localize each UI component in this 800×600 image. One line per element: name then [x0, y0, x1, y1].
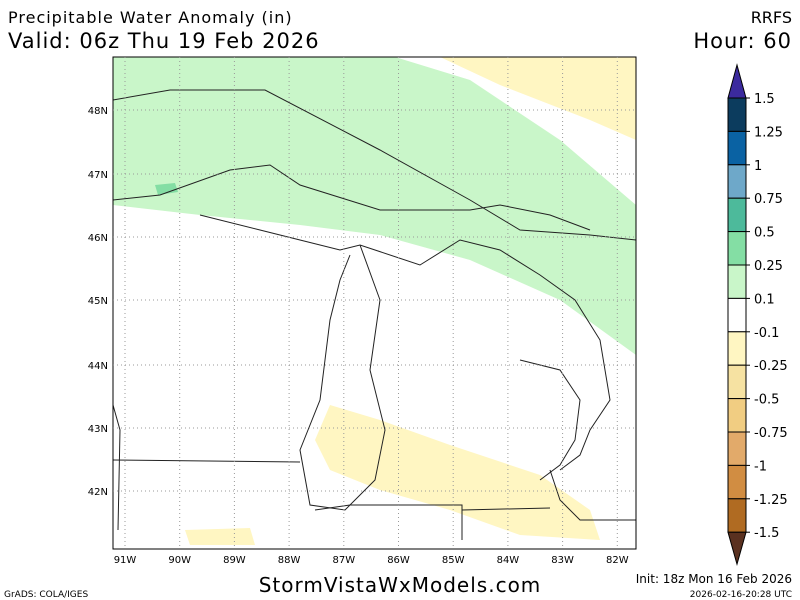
colorbar-segment [727, 464, 747, 500]
colorbar-label: 0.1 [754, 292, 775, 307]
anomaly-green-dark [155, 183, 178, 195]
coastline [199, 214, 611, 471]
colorbar-label: -1.5 [754, 526, 779, 541]
title: Precipitable Water Anomaly (in) [8, 8, 293, 27]
colorbar-segment [727, 498, 747, 533]
lon-label: 83W [551, 555, 574, 566]
colorbar-segment [727, 164, 747, 199]
colorbar-label: -0.75 [754, 426, 788, 441]
map-frame [112, 56, 637, 550]
lat-label: 45N [88, 296, 108, 307]
anomaly-green [113, 57, 636, 355]
coastline [299, 244, 386, 511]
colorbar-segment [727, 364, 747, 400]
colorbar-label: 1 [754, 159, 762, 174]
colorbar-triangle [727, 531, 747, 567]
lon-label: 85W [442, 555, 465, 566]
colorbar-segment [727, 97, 747, 132]
lon-label: 82W [606, 555, 629, 566]
colorbar-label: -0.1 [754, 326, 779, 341]
colorbar-label: 0.25 [754, 259, 783, 274]
colorbar-segment [727, 331, 747, 366]
coastline [519, 359, 581, 481]
colorbar-segment [727, 231, 747, 266]
timestamp: 2026-02-16-20:28 UTC [690, 590, 792, 600]
anomaly-yellow [440, 57, 636, 140]
colorbar-segment [727, 431, 747, 466]
colorbar-label: 0.75 [754, 192, 783, 207]
lon-label: 91W [114, 555, 137, 566]
credit: GrADS: COLA/IGES [4, 590, 88, 600]
model: RRFS [751, 8, 792, 27]
anomaly-yellow [315, 405, 600, 540]
lon-label: 88W [278, 555, 301, 566]
colorbar-label: 1.25 [754, 125, 783, 140]
lon-label: 87W [332, 555, 355, 566]
lon-label: 84W [497, 555, 520, 566]
forecast-hour: Hour: 60 [693, 29, 792, 53]
lat-label: 43N [88, 424, 108, 435]
state-border [112, 404, 121, 531]
colorbar-label: -1.25 [754, 493, 788, 508]
anomaly-yellow [185, 528, 255, 545]
init-time: Init: 18z Mon 16 Feb 2026 [636, 572, 792, 586]
colorbar-label: -0.25 [754, 359, 788, 374]
lat-label: 44N [88, 361, 108, 372]
colorbar-triangle [727, 63, 747, 99]
lat-label: 48N [88, 106, 108, 117]
lat-label: 46N [88, 233, 108, 244]
colorbar-segment [727, 297, 747, 333]
lat-label: 42N [88, 487, 108, 498]
valid-time: Valid: 06z Thu 19 Feb 2026 [8, 29, 320, 53]
lon-label: 86W [387, 555, 410, 566]
colorbar-segment [727, 398, 747, 433]
colorbar-label: 0.5 [754, 226, 775, 241]
colorbar-segment [727, 130, 747, 166]
colorbar-segment [727, 264, 747, 299]
colorbar: 1.5 1.25 1 0.75 0.5 0.25 0.1 -0.1 -0.25 -0.5 -0.75… [727, 63, 788, 567]
colorbar-label: -1 [754, 459, 767, 474]
site-name: StormVistaWxModels.com [259, 573, 542, 597]
lon-label: 90W [168, 555, 191, 566]
colorbar-label: -0.5 [754, 393, 779, 408]
coastline [549, 469, 636, 521]
lon-label: 89W [223, 555, 246, 566]
coastline [112, 164, 591, 231]
state-border [112, 459, 551, 540]
colorbar-segment [727, 197, 747, 233]
colorbar-label: 1.5 [754, 92, 775, 107]
lat-label: 47N [88, 170, 108, 181]
map-area [112, 57, 637, 549]
border [112, 89, 637, 241]
